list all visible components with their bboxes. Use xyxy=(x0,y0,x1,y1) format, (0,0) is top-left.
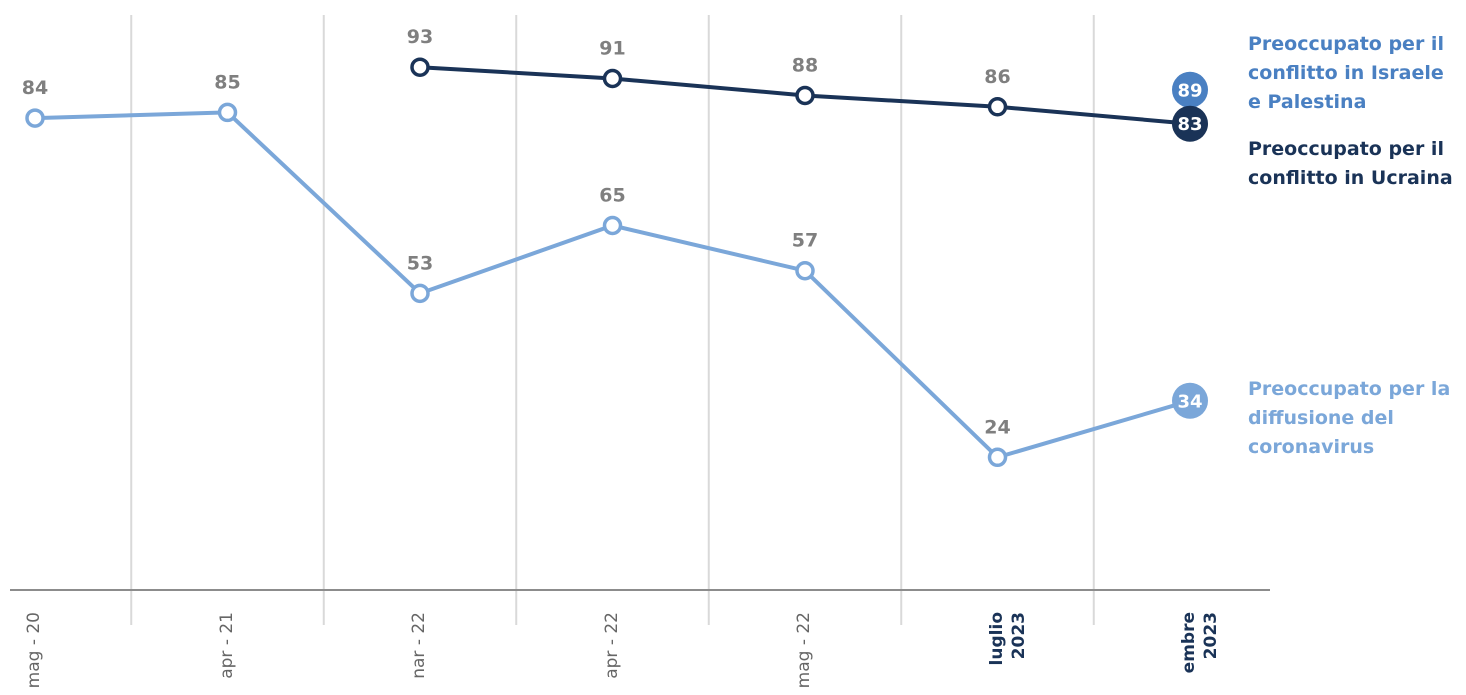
x-tick-label: embre 2023 xyxy=(1179,612,1221,674)
data-label: 24 xyxy=(984,416,1010,438)
data-label: 53 xyxy=(407,252,433,274)
data-label: 86 xyxy=(984,66,1010,88)
end-marker xyxy=(1172,382,1208,419)
marker xyxy=(410,57,430,77)
data-label: 65 xyxy=(599,185,625,207)
marker xyxy=(795,260,815,281)
end-label: 83 xyxy=(1177,114,1202,135)
x-tick-label: apr - 21 xyxy=(216,612,237,679)
data-label: 57 xyxy=(792,230,818,252)
marker xyxy=(795,85,815,106)
marker xyxy=(410,283,430,304)
data-label: 85 xyxy=(214,71,240,93)
marker xyxy=(987,447,1008,468)
marker xyxy=(987,97,1008,117)
legend-entry: Preoccupato per il conflitto in Ucraina xyxy=(1248,138,1453,189)
end-marker xyxy=(1172,105,1208,142)
x-tick-label: luglio 2023 xyxy=(986,612,1029,666)
marker xyxy=(602,68,623,89)
x-tick-label: mag - 22 xyxy=(794,612,814,689)
end-label: 34 xyxy=(1177,391,1202,412)
legend-entry: Preoccupato per il conflitto in Israele … xyxy=(1248,33,1444,113)
marker xyxy=(217,102,238,123)
end-label: 89 xyxy=(1177,80,1202,101)
data-label: 91 xyxy=(599,38,625,60)
legend-entry: Preoccupato per la diffusione del corona… xyxy=(1248,378,1451,458)
marker xyxy=(25,108,45,128)
x-tick-label: mag - 20 xyxy=(24,612,44,689)
data-label: 88 xyxy=(792,54,818,76)
data-label: 84 xyxy=(22,77,48,99)
marker xyxy=(602,215,623,236)
data-label: 93 xyxy=(407,26,433,48)
line xyxy=(34,110,1191,460)
x-tick-label: nar - 22 xyxy=(409,612,429,679)
x-tick-label: apr - 22 xyxy=(601,612,622,679)
end-marker xyxy=(1172,71,1208,108)
